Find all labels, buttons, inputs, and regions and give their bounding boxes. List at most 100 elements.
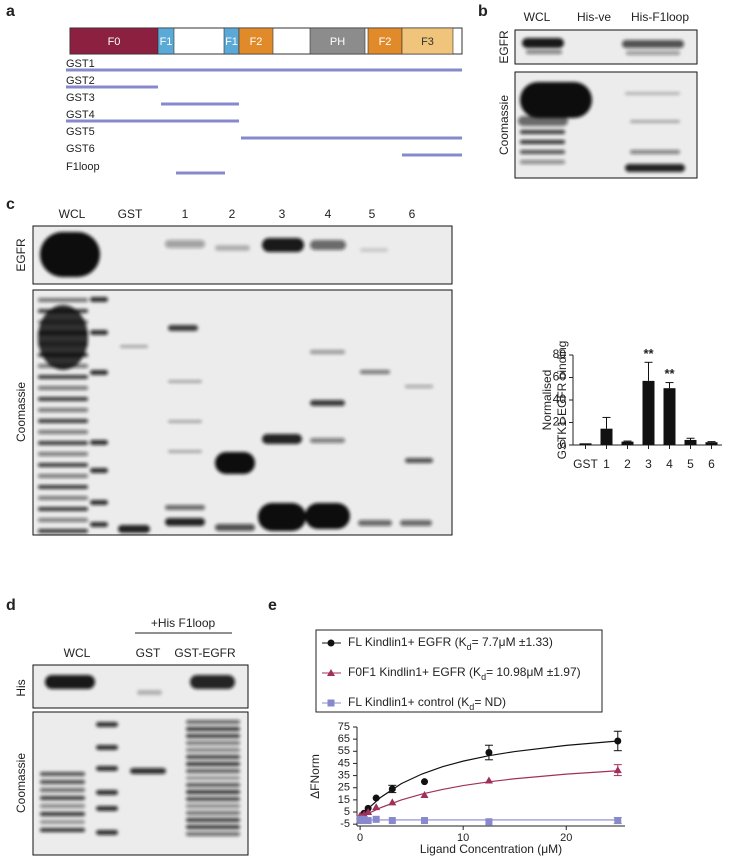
point: [614, 817, 622, 825]
point: [388, 798, 397, 806]
panel-label: a: [6, 3, 15, 20]
band: [186, 769, 240, 773]
point: [421, 778, 429, 786]
point: [360, 815, 368, 823]
blot-label: EGFR: [14, 238, 28, 272]
blot-label: EGFR: [497, 30, 511, 64]
legend-text: FL Kindlin1+ EGFR (K: [348, 635, 467, 649]
band: [520, 130, 565, 134]
band: [186, 804, 240, 808]
legend-text: d: [467, 642, 472, 652]
band: [40, 804, 85, 808]
x-tick-label: 2: [624, 457, 631, 471]
band: [186, 825, 240, 829]
panel-label: d: [6, 597, 16, 614]
band: [38, 529, 88, 533]
band: [215, 452, 255, 474]
band: [258, 503, 306, 531]
point: [388, 785, 396, 793]
domain: [309, 27, 366, 55]
bar: [684, 439, 697, 445]
y-tick-label: 80: [553, 347, 567, 361]
band: [120, 345, 148, 348]
legend-text: = ND): [474, 695, 506, 709]
lane-label: 5: [369, 207, 376, 221]
lane-label: WCL: [59, 207, 86, 221]
legend-text: FL Kindlin1+ control (K: [348, 695, 469, 709]
band: [305, 503, 350, 529]
point: [485, 818, 493, 826]
band: [38, 518, 88, 522]
construct-label: GST1: [66, 58, 95, 70]
band: [360, 248, 388, 252]
band: [40, 788, 85, 792]
band: [90, 330, 108, 335]
legend-label: FL Kindlin1+ control (Kd= ND): [348, 695, 506, 712]
blot-label: Coomassie: [14, 753, 28, 813]
band: [526, 50, 562, 54]
bar: [705, 442, 718, 445]
band: [186, 818, 240, 822]
point: [372, 815, 380, 823]
band: [168, 380, 202, 383]
band: [186, 797, 240, 801]
legend-text: = 10.98μM ±1.97): [486, 665, 581, 679]
band: [186, 748, 240, 752]
legend-label: FL Kindlin1+ EGFR (Kd= 7.7μM ±1.33): [348, 635, 553, 652]
band: [520, 82, 592, 118]
band: [360, 370, 390, 374]
band: [90, 500, 108, 505]
point: [364, 808, 373, 816]
band: [520, 160, 565, 164]
gel-bands: [45, 675, 235, 695]
gel-bands: [518, 82, 685, 172]
y-tick-label: 75: [338, 721, 350, 733]
band: [186, 727, 240, 731]
legend-marker: [327, 639, 335, 647]
band: [186, 720, 240, 724]
lane-label: GST: [136, 646, 161, 660]
band: [38, 305, 88, 370]
band: [40, 820, 85, 824]
domain-label: F3: [421, 36, 434, 48]
domain: [401, 27, 454, 55]
error-bar: [665, 382, 674, 389]
lane-label: 3: [279, 207, 286, 221]
panel-label: b: [478, 3, 488, 20]
panel-label: e: [268, 597, 277, 614]
band: [96, 790, 118, 795]
band: [38, 507, 88, 511]
legend-text: = 7.7μM ±1.33): [472, 635, 553, 649]
construct-label: GST5: [66, 126, 95, 138]
gel-bands: [38, 297, 433, 533]
error-bar: [707, 441, 716, 443]
point: [360, 810, 369, 818]
band: [40, 780, 85, 784]
band: [186, 762, 240, 766]
band: [90, 440, 108, 445]
point: [372, 794, 380, 802]
construct-label: GST6: [66, 143, 95, 155]
band: [90, 297, 108, 302]
band: [405, 458, 433, 463]
y-tick-label: 55: [338, 745, 350, 757]
domain: [238, 27, 274, 55]
band: [38, 386, 88, 390]
band: [90, 522, 108, 527]
gel: [32, 225, 453, 285]
band: [522, 38, 564, 48]
y-tick-label: -5: [340, 818, 350, 830]
band: [38, 298, 88, 302]
panel-label: c: [6, 196, 15, 213]
lane-label: His-F1loop: [631, 10, 689, 24]
point: [613, 766, 622, 774]
blot-label: Coomassie: [497, 95, 511, 155]
legend-marker: [327, 669, 335, 676]
band: [38, 463, 88, 467]
y-tick-label: 5: [344, 806, 350, 818]
band: [190, 675, 235, 689]
band: [38, 496, 88, 500]
lane-label: WCL: [64, 646, 91, 660]
x-tick-label: 3: [645, 457, 652, 471]
band: [168, 420, 202, 423]
